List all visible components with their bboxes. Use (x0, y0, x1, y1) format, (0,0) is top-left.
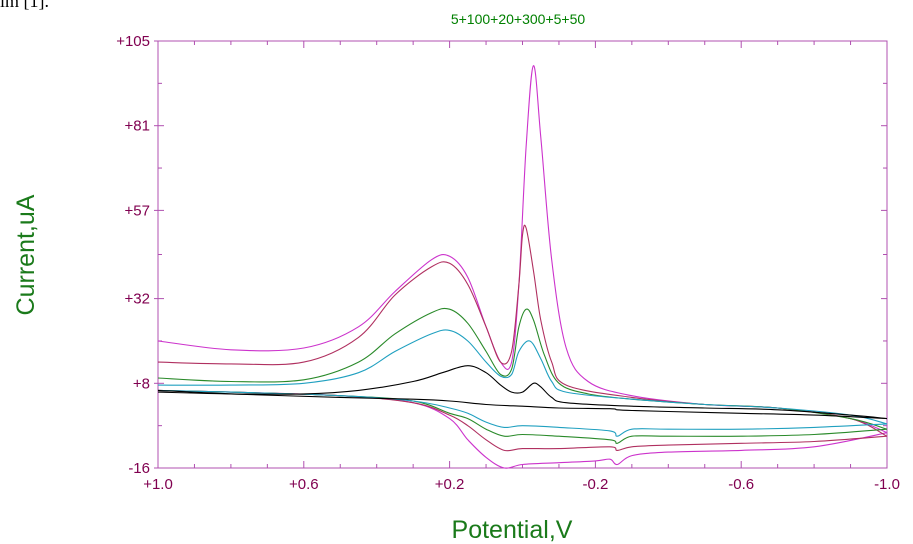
corner-caption-fragment: im [1]. (0, 0, 49, 11)
y-axis-label: Current,uA (12, 194, 40, 315)
y-tick-label: +105 (116, 33, 150, 50)
x-tick-label: +0.6 (289, 476, 319, 493)
series-line-reverse-2 (157, 389, 888, 452)
x-tick-label: -0.6 (728, 476, 754, 493)
x-tick-label: -1.0 (874, 476, 900, 493)
plot-border (157, 40, 888, 469)
plot-frame (154, 40, 888, 469)
series-layer (157, 65, 888, 469)
y-tick-label: +57 (125, 202, 150, 219)
tick-labels: +1.0 +0.6 +0.2 -0.2 -0.6 -1.0 +105 +81 +57 +32 +8 -… (116, 33, 900, 493)
series-line-reverse-4 (157, 389, 888, 437)
x-tick-label: +0.2 (435, 476, 465, 493)
y-tick-label: -16 (128, 460, 150, 477)
x-tick-label: +1.0 (143, 476, 173, 493)
series-line-forward-4 (157, 329, 888, 425)
series-line-forward-3 (157, 307, 888, 430)
series-line-reverse-1 (157, 389, 888, 469)
series-line-forward-2 (157, 224, 888, 437)
series-line-reverse-5 (157, 389, 888, 420)
series-line-forward-5 (157, 365, 888, 420)
y-tick-label: +8 (133, 375, 150, 392)
y-tick-label: +32 (125, 291, 150, 308)
y-tick-label: +81 (125, 118, 150, 135)
series-line-forward-1 (157, 65, 888, 434)
x-axis-label: Potential,V (452, 516, 573, 544)
chart-title: 5+100+20+300+5+50 (451, 11, 586, 27)
series-line-reverse-3 (157, 389, 888, 444)
x-tick-label: -0.2 (582, 476, 608, 493)
